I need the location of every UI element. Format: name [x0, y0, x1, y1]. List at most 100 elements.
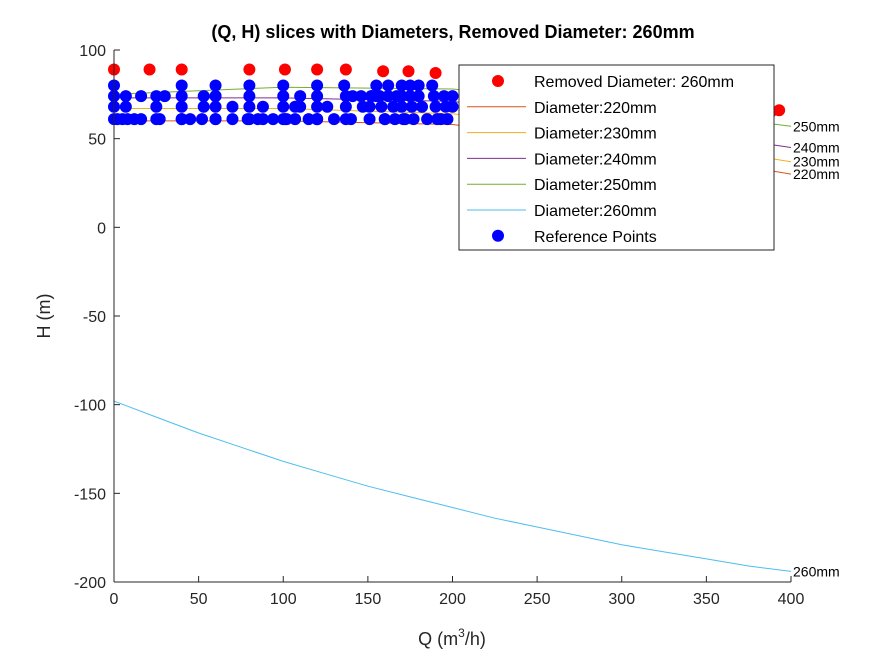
y-tick-label: -150	[74, 486, 106, 503]
reference-point	[355, 90, 368, 103]
reference-point	[395, 100, 408, 113]
legend-label: Diameter:260mm	[534, 203, 657, 220]
legend-label: Reference Points	[534, 229, 657, 246]
reference-point	[150, 90, 163, 103]
reference-point	[416, 100, 429, 113]
reference-point	[226, 113, 239, 126]
reference-point	[197, 100, 210, 113]
y-tick-label: -100	[74, 398, 106, 415]
reference-point	[277, 90, 290, 103]
reference-point	[302, 113, 315, 126]
reference-point	[277, 79, 290, 92]
reference-point	[311, 90, 324, 103]
removed-point	[175, 63, 188, 76]
reference-point	[243, 100, 256, 113]
reference-point	[370, 79, 383, 92]
reference-point	[363, 113, 376, 126]
reference-point	[256, 113, 269, 126]
legend-item: Diameter:260mm	[467, 203, 657, 220]
reference-point	[311, 113, 324, 126]
removed-point	[143, 63, 156, 76]
reference-point	[382, 90, 395, 103]
x-tick-label: 400	[778, 591, 805, 608]
legend-marker	[492, 229, 504, 242]
reference-point	[175, 90, 188, 103]
reference-point	[378, 113, 391, 126]
legend-item: Diameter:250mm	[467, 177, 657, 194]
reference-point	[289, 113, 302, 126]
reference-point	[346, 90, 359, 103]
reference-point	[209, 113, 222, 126]
removed-point	[243, 63, 256, 76]
x-axis-label-main: Q (m	[418, 629, 458, 649]
reference-point	[209, 90, 222, 103]
reference-point	[407, 113, 420, 126]
removed-point	[402, 65, 415, 78]
reference-point	[243, 90, 256, 103]
x-tick-label: 250	[524, 591, 551, 608]
legend: Removed Diameter: 260mm Diameter:220mm Dia…	[458, 64, 775, 251]
reference-point	[119, 90, 132, 103]
reference-point	[412, 79, 425, 92]
reference-point	[405, 100, 418, 113]
removed-points-markers	[108, 63, 786, 119]
y-axis-ticks: -200 -150 -100 -50 0 50 100	[74, 43, 120, 592]
reference-point	[441, 113, 454, 126]
legend-item: Diameter:220mm	[467, 100, 657, 117]
legend-item: Diameter:230mm	[467, 126, 657, 143]
reference-point	[175, 100, 188, 113]
reference-point	[175, 113, 188, 126]
x-tick-label: 150	[355, 591, 382, 608]
reference-point	[375, 100, 388, 113]
reference-point	[119, 100, 132, 113]
legend-label: Diameter:230mm	[534, 126, 657, 143]
reference-point	[135, 113, 148, 126]
reference-point	[404, 79, 417, 92]
legend-item: Reference Points	[492, 229, 657, 246]
reference-point	[438, 90, 451, 103]
series-line-260mm	[114, 400, 791, 572]
removed-point	[429, 67, 442, 80]
x-tick-label: 300	[608, 591, 635, 608]
y-tick-label: -200	[74, 575, 106, 592]
legend-item: Diameter:240mm	[467, 151, 657, 168]
reference-point	[321, 100, 334, 113]
chart-title: (Q, H) slices with Diameters, Removed Di…	[211, 22, 694, 42]
reference-point	[421, 113, 434, 126]
legend-box	[458, 64, 775, 251]
reference-point	[197, 90, 210, 103]
reference-point	[294, 90, 307, 103]
reference-point	[311, 100, 324, 113]
reference-point	[373, 90, 386, 103]
x-axis-label-superscript: 3	[458, 626, 465, 640]
y-tick-label: 50	[88, 132, 106, 149]
x-tick-label: 350	[693, 591, 720, 608]
reference-point	[150, 100, 163, 113]
y-tick-label: -50	[83, 309, 106, 326]
series-end-label-220mm: 220mm	[793, 166, 840, 182]
x-tick-label: 50	[190, 591, 208, 608]
reference-point	[429, 100, 442, 113]
x-axis-label: Q (m3/h)	[418, 626, 486, 649]
reference-point	[382, 79, 395, 92]
reference-point	[399, 113, 412, 126]
reference-point	[311, 79, 324, 92]
reference-point	[209, 100, 222, 113]
reference-point	[243, 113, 256, 126]
reference-point	[277, 100, 290, 113]
reference-point	[344, 113, 357, 126]
reference-point	[135, 90, 148, 103]
reference-point	[338, 79, 351, 92]
reference-point	[395, 90, 408, 103]
reference-point	[226, 100, 239, 113]
series-end-label-230mm: 230mm	[793, 154, 840, 170]
reference-point	[395, 79, 408, 92]
reference-point	[184, 113, 197, 126]
reference-point	[339, 100, 352, 113]
reference-point	[446, 100, 459, 113]
reference-point	[175, 79, 188, 92]
reference-point	[404, 90, 417, 103]
reference-point	[256, 100, 269, 113]
